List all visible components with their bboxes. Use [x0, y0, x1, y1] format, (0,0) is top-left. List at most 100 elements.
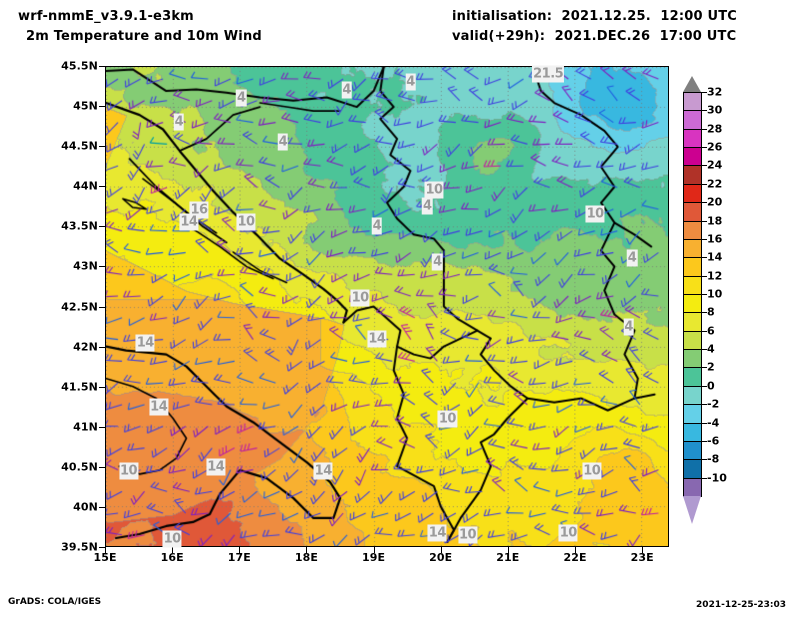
xtick-mark	[575, 547, 576, 553]
contour-value-label: 14	[149, 398, 169, 416]
colorbar-label-8: 8	[707, 305, 715, 319]
colorbar-swatch	[683, 147, 702, 167]
xtick-mark	[373, 547, 375, 553]
ytick-label-45.5N: 45.5N	[61, 59, 98, 73]
map-plot-area[interactable]	[105, 66, 669, 547]
colorbar-label-26: 26	[707, 140, 723, 154]
colorbar-tick	[702, 330, 707, 332]
ytick-label-44N: 44N	[73, 179, 98, 193]
contour-value-label: 4	[422, 197, 433, 215]
colorbar-tick	[702, 165, 707, 167]
ytick-label-39.5N: 39.5N	[61, 540, 98, 554]
ytick-label-41.5N: 41.5N	[61, 380, 98, 394]
ytick-label-43N: 43N	[73, 259, 98, 273]
contour-value-label: 10	[458, 526, 478, 544]
ytick-label-45N: 45N	[73, 99, 98, 113]
colorbar-tick	[702, 385, 707, 387]
colorbar-swatch	[683, 257, 702, 277]
xtick-label-23E: 23E	[630, 551, 654, 564]
xtick-mark	[105, 547, 106, 553]
colorbar-tick	[702, 220, 707, 222]
ytick-mark	[99, 186, 105, 188]
colorbar-label--6: -6	[707, 434, 720, 448]
xtick-label-17E: 17E	[227, 551, 251, 564]
colorbar-over-arrow	[683, 76, 701, 92]
ytick-mark	[99, 426, 105, 428]
ytick-mark	[99, 466, 105, 468]
model-id-label: wrf-nmmE_v3.9.1-e3km	[18, 9, 194, 24]
xtick-label-16E: 16E	[160, 551, 184, 564]
colorbar-swatch	[683, 477, 702, 497]
colorbar-tick	[702, 440, 707, 442]
colorbar-label-30: 30	[707, 103, 723, 117]
contour-value-label: 4	[432, 253, 443, 271]
header-right: initialisation: 2021.12.25. 12:00 UTC va…	[452, 7, 737, 47]
contour-value-label: 4	[341, 81, 352, 99]
ytick-mark	[99, 266, 105, 268]
colorbar-label--2: -2	[707, 397, 720, 411]
colorbar-label-16: 16	[707, 232, 723, 246]
colorbar-swatch	[683, 238, 702, 259]
temperature-field-canvas	[106, 67, 668, 546]
colorbar-tick	[702, 294, 707, 295]
contour-value-label: 14	[206, 458, 226, 476]
colorbar-tick	[702, 422, 707, 424]
colorbar-label-10: 10	[707, 287, 723, 301]
colorbar-tick	[702, 349, 707, 351]
ytick-mark	[99, 346, 105, 348]
xtick-label-20E: 20E	[429, 551, 453, 564]
xtick-mark	[306, 547, 308, 553]
colorbar-swatch	[683, 165, 702, 185]
colorbar-swatch	[683, 330, 702, 351]
contour-value-label: 14	[367, 330, 387, 348]
ytick-mark	[99, 106, 105, 108]
ytick-mark	[99, 506, 105, 508]
contour-value-label: 10	[350, 289, 370, 307]
colorbar-swatch	[683, 220, 702, 240]
xtick-mark	[507, 547, 509, 553]
xtick-label-15E: 15E	[93, 551, 117, 564]
colorbar-swatch	[683, 459, 702, 479]
xtick-label-21E: 21E	[496, 551, 520, 564]
header-left: wrf-nmmE_v3.9.1-e3km 2m Temperature and …	[18, 7, 262, 47]
contour-value-label: 10	[424, 181, 444, 199]
xtick-mark	[440, 547, 442, 553]
generation-timestamp-label: 2021-12-25-23:03	[696, 600, 786, 610]
ytick-label-42N: 42N	[73, 340, 98, 354]
colorbar-swatch	[683, 183, 702, 204]
contour-value-label: 10	[236, 213, 256, 231]
colorbar-swatch	[683, 312, 702, 332]
ytick-label-44.5N: 44.5N	[61, 139, 98, 153]
xtick-label-22E: 22E	[563, 551, 587, 564]
colorbar-label-12: 12	[707, 269, 723, 283]
colorbar-tick	[702, 404, 707, 406]
colorbar-label--4: -4	[707, 416, 720, 430]
contour-value-label: 4	[236, 89, 247, 107]
colorbar-swatch	[683, 404, 702, 424]
colorbar-swatch	[683, 422, 702, 442]
colorbar-tick	[702, 459, 707, 461]
colorbar-swatch	[683, 202, 702, 222]
colorbar-swatch	[683, 275, 702, 295]
colorbar-tick	[702, 275, 707, 277]
colorbar-tick	[702, 110, 707, 112]
model-subtitle-label: 2m Temperature and 10m Wind	[26, 29, 262, 44]
colorbar-tick	[702, 147, 707, 149]
colorbar-tick	[702, 477, 707, 479]
colorbar-tick	[702, 367, 707, 369]
contour-value-label: 10	[118, 462, 139, 480]
colorbar-label-18: 18	[707, 214, 723, 228]
grads-credit-label: GrADS: COLA/IGES	[8, 597, 102, 607]
contour-value-label: 10	[585, 205, 605, 223]
colorbar-swatch	[683, 110, 702, 130]
ytick-mark	[99, 306, 105, 308]
xtick-label-18E: 18E	[294, 551, 318, 564]
contour-value-label: 4	[405, 73, 416, 91]
ytick-label-40.5N: 40.5N	[61, 460, 98, 474]
colorbar-tick	[702, 238, 707, 240]
colorbar-tick	[702, 312, 707, 314]
ytick-mark	[99, 386, 105, 388]
ytick-label-41N: 41N	[73, 420, 98, 434]
contour-value-label: 14	[313, 462, 333, 480]
colorbar-label-24: 24	[707, 158, 723, 172]
